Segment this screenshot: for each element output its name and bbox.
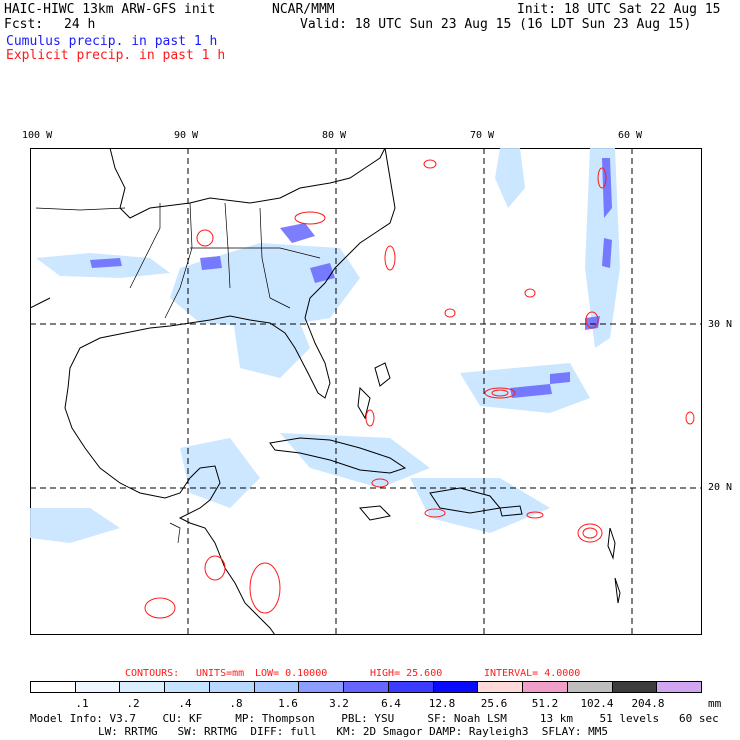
forecast-hours: 24 h <box>64 17 96 32</box>
contours-interval: INTERVAL= 4.0000 <box>484 668 581 679</box>
colorbar-swatch <box>344 682 389 692</box>
precip-map <box>30 148 702 635</box>
lon-label-80w: 80 W <box>322 130 347 141</box>
cumulus-precip-label: Cumulus precip. in past 1 h <box>6 34 218 49</box>
colorbar-tick-label: .8 <box>229 697 243 710</box>
colorbar-swatch <box>31 682 76 692</box>
colorbar-swatch <box>657 682 702 692</box>
contours-label: CONTOURS: <box>125 668 180 679</box>
explicit-precip-contours <box>144 159 695 619</box>
lon-label-100w: 100 W <box>22 130 53 141</box>
lon-label-90w: 90 W <box>174 130 199 141</box>
coastlines <box>30 148 396 635</box>
init-time: Init: 18 UTC Sat 22 Aug 15 <box>517 2 721 17</box>
contours-low: LOW= 0.10000 <box>255 668 328 679</box>
lon-label-70w: 70 W <box>470 130 495 141</box>
contours-units: UNITS=mm <box>196 668 245 679</box>
lat-label-20n: 20 N <box>708 482 733 493</box>
colorbar-tick-label: .1 <box>75 697 89 710</box>
colorbar-tick-label: .4 <box>178 697 192 710</box>
colorbar-tick-label: 3.2 <box>329 697 349 710</box>
cumulus-precip-cores <box>90 158 612 398</box>
colorbar-tick-label: 204.8 <box>631 697 665 710</box>
colorbar-unit: mm <box>708 697 722 710</box>
contours-high: HIGH= 25.600 <box>370 668 443 679</box>
forecast-label: Fcst: <box>4 17 44 32</box>
state-borders <box>35 202 321 544</box>
lat-lon-grid <box>30 148 702 635</box>
colorbar-tick-label: 1.6 <box>278 697 298 710</box>
colorbar-tick-label: 51.2 <box>531 697 559 710</box>
colorbar-tick-label: 12.8 <box>428 697 456 710</box>
colorbar-swatch <box>75 682 121 692</box>
colorbar-swatch <box>523 682 568 692</box>
colorbar-swatch <box>433 682 479 692</box>
colorbar-swatch <box>299 682 345 692</box>
colorbar-swatch <box>388 682 434 692</box>
colorbar-swatch <box>478 682 524 692</box>
model-title: HAIC-HIWC 13km ARW-GFS init <box>4 2 216 17</box>
explicit-precip-label: Explicit precip. in past 1 h <box>6 48 226 63</box>
colorbar-tick-label: 6.4 <box>381 697 401 710</box>
model-info-line2: LW: RRTMG SW: RRTMG DIFF: full KM: 2D Sm… <box>98 725 608 738</box>
colorbar-swatch <box>567 682 613 692</box>
center-label: NCAR/MMM <box>272 2 335 17</box>
valid-time: Valid: 18 UTC Sun 23 Aug 15 (16 LDT Sun … <box>300 17 692 32</box>
colorbar-tick-label: 102.4 <box>580 697 614 710</box>
colorbar-swatch <box>209 682 255 692</box>
colorbar-swatch <box>612 682 658 692</box>
islands <box>269 362 621 604</box>
colorbar-swatch <box>254 682 300 692</box>
model-info-line1: Model Info: V3.7 CU: KF MP: Thompson PBL… <box>30 712 719 725</box>
colorbar-tick-label: 25.6 <box>480 697 508 710</box>
precip-colorbar <box>30 681 702 693</box>
lon-label-60w: 60 W <box>618 130 643 141</box>
colorbar-tick-label: .2 <box>126 697 140 710</box>
lat-label-30n: 30 N <box>708 319 733 330</box>
colorbar-swatch <box>165 682 210 692</box>
colorbar-swatch <box>120 682 166 692</box>
